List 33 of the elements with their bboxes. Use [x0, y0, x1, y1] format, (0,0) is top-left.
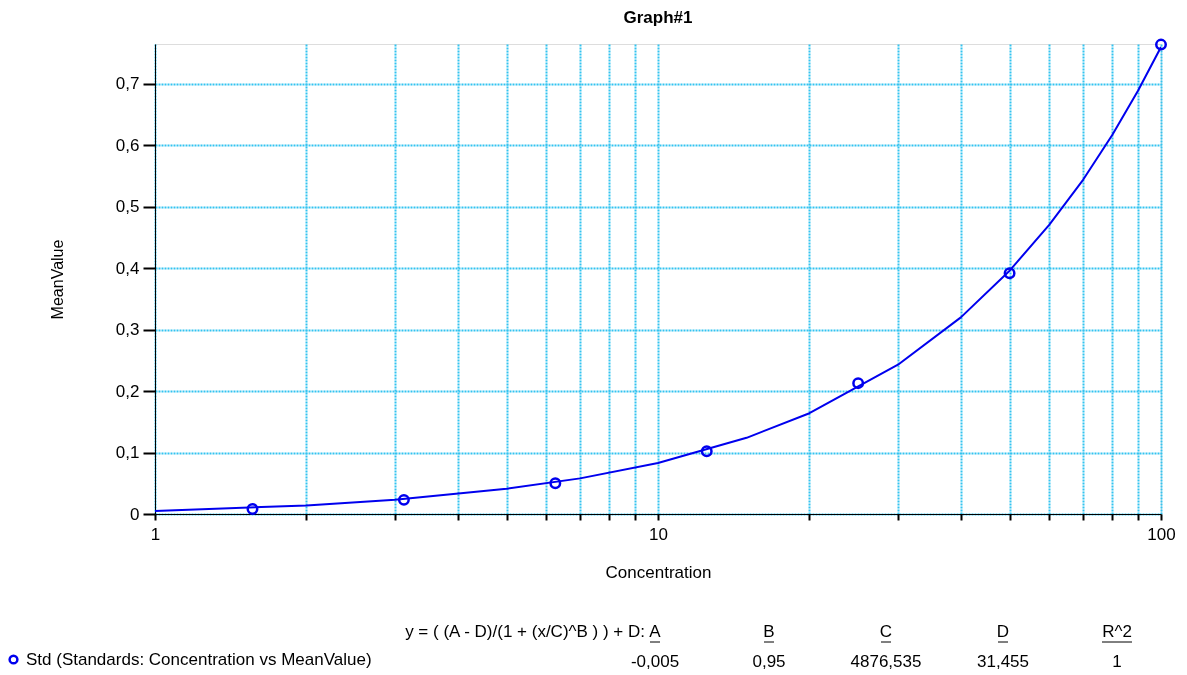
point	[1155, 38, 1167, 51]
x-tick-label: 100	[1147, 524, 1176, 544]
y-tick-label: 0,5	[115, 197, 140, 217]
point	[1003, 267, 1016, 280]
y-tick-label: 0,3	[115, 320, 140, 340]
text: 1	[1112, 652, 1122, 671]
point	[700, 445, 713, 458]
text: D	[996, 622, 1010, 641]
x-tick-label: 1	[150, 524, 161, 544]
x-tick-label: 10	[649, 524, 668, 544]
text: B	[763, 622, 775, 641]
y-tick-label: 0,1	[115, 443, 140, 463]
text: y = ( (A - D)/(1 + (x/C)^B ) ) + D:	[405, 622, 645, 641]
y-axis-title: MeanValue	[48, 239, 66, 320]
text: -0,005	[630, 652, 680, 671]
point	[549, 477, 562, 490]
point	[852, 377, 865, 390]
y-tick-label: 0,7	[115, 74, 140, 94]
legend-label: Std (Standards: Concentration vs MeanValue)	[26, 649, 372, 669]
chart-title: Graph#1	[623, 7, 693, 27]
text: 4876,535	[850, 652, 922, 671]
text: A	[649, 622, 662, 641]
y-tick-label: 0,6	[115, 135, 140, 155]
text: 31,455	[977, 652, 1029, 671]
y-tick-label: 0,2	[115, 381, 140, 401]
y-tick-label: 0	[130, 504, 140, 524]
text: R^2	[1102, 622, 1132, 641]
point	[246, 503, 259, 516]
text: 0,95	[752, 652, 786, 671]
text: C	[879, 622, 893, 641]
point	[397, 493, 410, 506]
y-tick-label: 0,4	[115, 258, 140, 278]
x-axis-title: Concentration	[605, 562, 712, 582]
